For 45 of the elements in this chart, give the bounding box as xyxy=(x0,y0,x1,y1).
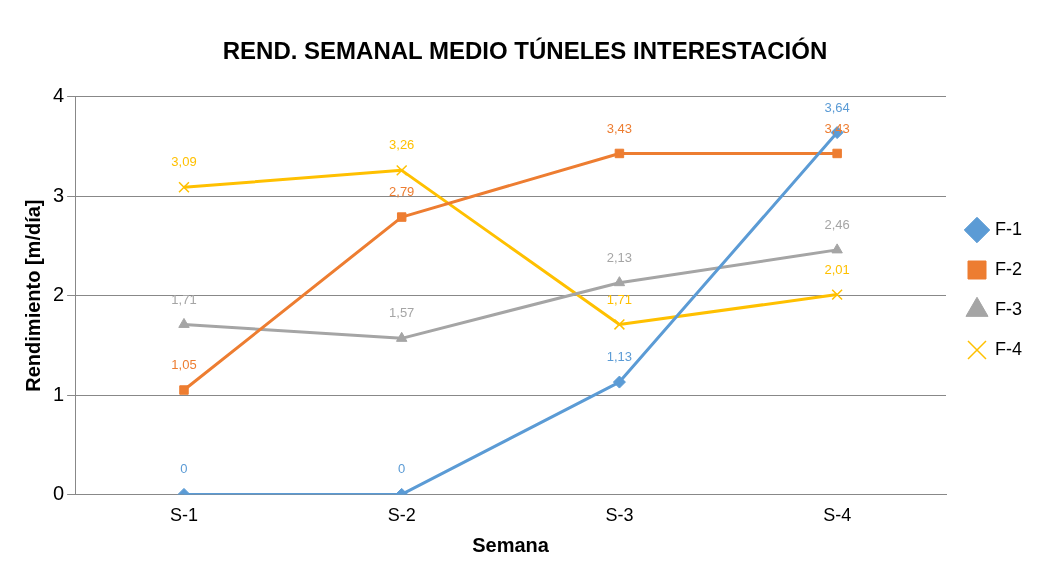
point xyxy=(178,317,190,328)
point xyxy=(396,164,408,177)
data-label: 2,79 xyxy=(389,184,415,200)
data-label: 0 xyxy=(398,461,406,477)
y-tick-label: 4 xyxy=(53,84,65,107)
y-tick-label: 1 xyxy=(53,382,65,405)
data-label: 2,46 xyxy=(824,216,850,232)
data-label: 2,01 xyxy=(824,261,850,277)
chart-title: REND. SEMANAL MEDIO TÚNELES INTERESTACIÓN xyxy=(222,37,828,65)
point xyxy=(831,288,843,301)
x-axis-title: Semana xyxy=(472,533,550,556)
point xyxy=(179,385,189,395)
point xyxy=(613,318,626,331)
x-tick-label: S-2 xyxy=(387,505,416,526)
data-label: 2,13 xyxy=(606,249,633,265)
data-label: 3,43 xyxy=(824,120,850,136)
point xyxy=(832,148,842,159)
legend-label: F-4 xyxy=(995,338,1022,359)
y-tick-label: 3 xyxy=(53,183,65,206)
legend-label: F-3 xyxy=(995,298,1022,319)
data-label: 1,57 xyxy=(389,305,415,321)
data-label: 3,26 xyxy=(389,137,415,153)
data-label: 3,09 xyxy=(171,154,197,170)
point xyxy=(614,148,625,159)
x-tick-label: S-4 xyxy=(823,505,852,526)
x-tick-label: S-1 xyxy=(169,505,198,526)
data-label: 1,71 xyxy=(171,291,197,307)
data-label: 3,64 xyxy=(824,99,850,115)
data-label: 0 xyxy=(180,461,188,477)
legend-label: F-2 xyxy=(995,258,1022,279)
y-tick-label: 2 xyxy=(53,283,65,306)
point xyxy=(831,243,843,254)
data-label: 1,05 xyxy=(171,357,197,373)
legend-label: F-1 xyxy=(995,218,1022,239)
point xyxy=(178,181,190,193)
x-tick-label: S-3 xyxy=(605,505,634,526)
point xyxy=(396,331,408,342)
data-label: 3,43 xyxy=(606,120,633,136)
point xyxy=(612,375,626,389)
data-label: 1,71 xyxy=(606,291,633,307)
point xyxy=(613,276,626,287)
data-label: 1,13 xyxy=(606,349,633,365)
y-tick-label: 0 xyxy=(53,481,65,504)
point xyxy=(396,212,407,222)
y-axis-title: Rendimiento [m/día] xyxy=(21,199,44,392)
